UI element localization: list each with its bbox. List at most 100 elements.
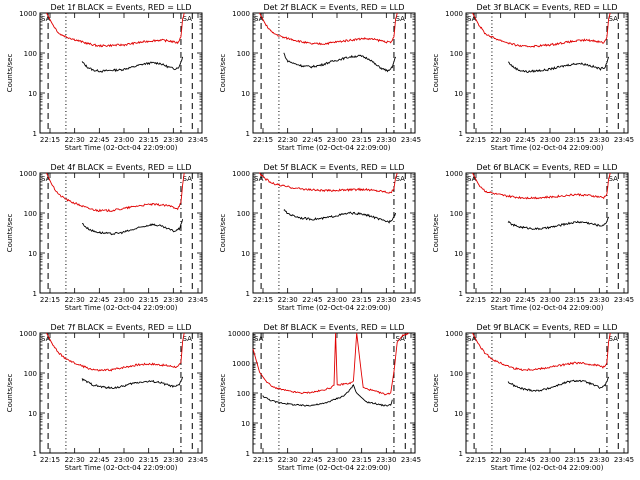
- x-tick-label: 23:00: [114, 296, 134, 304]
- panel-det-6: Det 6f BLACK = Events, RED = LLD 1 10 100 10…: [432, 163, 634, 312]
- panel-title: Det 1f BLACK = Events, RED = LLD: [50, 3, 191, 12]
- saa-end-marker: SA: [183, 175, 193, 183]
- x-tick-label: 22:45: [89, 136, 109, 144]
- y-tick-label: 1000: [232, 170, 250, 178]
- y-tick-label: 1: [246, 290, 250, 298]
- x-tick-label: 22:45: [515, 456, 535, 464]
- y-tick-label: 100: [237, 50, 250, 58]
- y-tick-label: 1000: [232, 360, 250, 368]
- events-series-line: [81, 376, 184, 390]
- panel-det-7: Det 7f BLACK = Events, RED = LLD 1 10 100 10…: [6, 323, 208, 472]
- saa-end-marker: SA: [609, 15, 619, 23]
- x-tick-label: 23:15: [139, 296, 159, 304]
- x-tick-label: 23:00: [114, 456, 134, 464]
- y-tick-label: 10: [28, 90, 37, 98]
- y-axis-label: Counts/sec: [432, 214, 440, 253]
- panel-title: Det 5f BLACK = Events, RED = LLD: [263, 163, 404, 172]
- y-axis-label: Counts/sec: [6, 214, 14, 253]
- events-series-line: [283, 209, 397, 224]
- y-axis-label: Counts/sec: [219, 54, 227, 93]
- x-tick-label: 23:15: [352, 456, 372, 464]
- x-axis-label: Start Time (02-Oct-04 22:09:00): [491, 304, 604, 312]
- y-tick-label: 1: [246, 130, 250, 138]
- x-tick-label: 22:45: [515, 296, 535, 304]
- x-tick-label: 23:30: [589, 296, 609, 304]
- x-tick-label: 23:45: [401, 296, 421, 304]
- lld-series-line: [472, 12, 611, 48]
- y-tick-label: 1000: [445, 170, 463, 178]
- y-tick-label: 10: [454, 90, 463, 98]
- plot-frame: [252, 12, 416, 134]
- y-tick-label: 1: [459, 130, 463, 138]
- y-tick-label: 1000: [232, 10, 250, 18]
- saa-start-marker: SA: [254, 175, 264, 183]
- x-tick-label: 23:15: [139, 456, 159, 464]
- x-tick-label: 23:00: [327, 136, 347, 144]
- saa-end-marker: SA: [183, 15, 193, 23]
- panel-det-8: Det 8f BLACK = Events, RED = LLD 1 10 100 10…: [219, 323, 421, 472]
- x-tick-label: 22:30: [65, 456, 85, 464]
- x-tick-label: 23:30: [589, 456, 609, 464]
- x-tick-label: 22:30: [491, 136, 511, 144]
- plot-frame: [465, 332, 629, 454]
- y-tick-label: 1: [33, 130, 37, 138]
- plot-frame: [465, 12, 629, 134]
- saa-start-marker: SA: [254, 15, 264, 23]
- y-tick-label: 10: [241, 250, 250, 258]
- saa-end-marker: SA: [396, 175, 406, 183]
- y-tick-label: 10: [454, 250, 463, 258]
- x-tick-label: 22:45: [89, 456, 109, 464]
- x-tick-label: 22:15: [466, 296, 486, 304]
- x-tick-label: 23:30: [376, 296, 396, 304]
- y-axis-label: Counts/sec: [219, 214, 227, 253]
- lld-series-line: [46, 172, 185, 213]
- panel-det-9: Det 9f BLACK = Events, RED = LLD 1 10 100 10…: [432, 323, 634, 472]
- y-tick-label: 1: [459, 450, 463, 458]
- events-series-line: [507, 216, 610, 231]
- lld-series-line: [46, 332, 185, 372]
- x-axis-label: Start Time (02-Oct-04 22:09:00): [65, 464, 178, 472]
- x-tick-label: 22:30: [491, 456, 511, 464]
- lld-series-line: [252, 332, 409, 396]
- saa-start-marker: SA: [41, 175, 51, 183]
- x-tick-label: 23:00: [540, 456, 560, 464]
- x-axis-label: Start Time (02-Oct-04 22:09:00): [491, 464, 604, 472]
- plot-frame: [39, 12, 203, 134]
- x-tick-label: 22:15: [40, 456, 60, 464]
- x-tick-label: 22:30: [65, 296, 85, 304]
- panel-title: Det 4f BLACK = Events, RED = LLD: [50, 163, 191, 172]
- x-tick-label: 22:30: [278, 456, 298, 464]
- plot-frame: [252, 172, 416, 294]
- x-tick-label: 23:30: [589, 136, 609, 144]
- panel-det-1: Det 1f BLACK = Events, RED = LLD 1 10 100 10…: [6, 3, 208, 152]
- x-tick-label: 22:15: [40, 136, 60, 144]
- y-tick-label: 100: [24, 210, 37, 218]
- x-tick-label: 23:45: [614, 296, 634, 304]
- saa-start-marker: SA: [467, 175, 477, 183]
- panel-det-2: Det 2f BLACK = Events, RED = LLD 1 10 100 10…: [219, 3, 421, 152]
- plot-frame: [39, 332, 203, 454]
- y-tick-label: 10: [241, 420, 250, 428]
- saa-end-marker: SA: [609, 175, 619, 183]
- x-tick-label: 23:00: [540, 296, 560, 304]
- y-tick-label: 1000: [19, 10, 37, 18]
- x-tick-label: 22:30: [491, 296, 511, 304]
- x-tick-label: 23:30: [376, 456, 396, 464]
- y-axis-label: Counts/sec: [432, 374, 440, 413]
- y-tick-label: 1: [246, 450, 250, 458]
- x-tick-label: 22:15: [253, 456, 273, 464]
- x-tick-label: 23:00: [327, 456, 347, 464]
- y-tick-label: 1: [33, 290, 37, 298]
- panel-title: Det 3f BLACK = Events, RED = LLD: [476, 3, 617, 12]
- panel-title: Det 7f BLACK = Events, RED = LLD: [50, 323, 191, 332]
- y-tick-label: 10: [241, 90, 250, 98]
- panel-det-3: Det 3f BLACK = Events, RED = LLD 1 10 100 10…: [432, 3, 634, 152]
- x-tick-label: 23:15: [352, 136, 372, 144]
- events-series-line: [262, 384, 393, 407]
- x-tick-label: 23:45: [614, 456, 634, 464]
- saa-start-marker: SA: [467, 15, 477, 23]
- x-axis-label: Start Time (02-Oct-04 22:09:00): [65, 304, 178, 312]
- x-axis-label: Start Time (02-Oct-04 22:09:00): [278, 304, 391, 312]
- x-tick-label: 23:15: [139, 136, 159, 144]
